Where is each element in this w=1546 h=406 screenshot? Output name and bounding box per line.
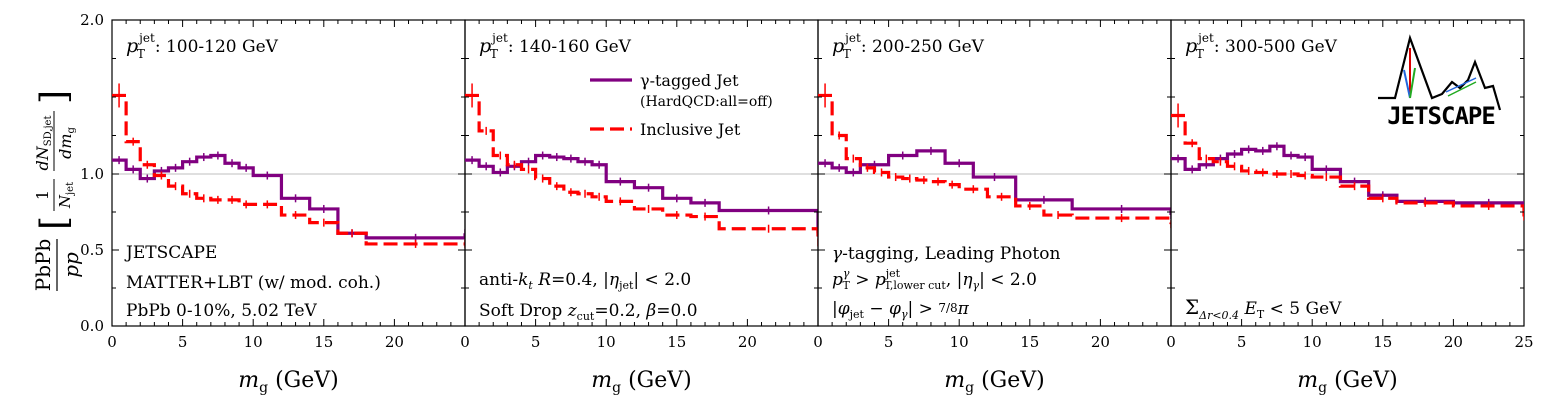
x-tick-label: 15 xyxy=(667,333,686,351)
logo-outline xyxy=(1378,34,1502,111)
y-tick-label: 2.0 xyxy=(80,11,104,29)
legend: γ-tagged Jet (HardQCD:all=off) Inclusive J… xyxy=(590,71,773,139)
y-tick-label: 0.5 xyxy=(80,241,104,259)
legend-gamma-sublabel: (HardQCD:all=off) xyxy=(640,94,773,110)
panel-note: γ-tagging, Leading Photon xyxy=(832,244,1060,264)
x-tick-label: 10 xyxy=(950,333,969,351)
gamma-tagged-jet-series xyxy=(465,153,818,234)
x-tick-label: 5 xyxy=(531,333,541,351)
x-tick-label: 20 xyxy=(1091,333,1110,351)
y-label-njet: Njet xyxy=(56,182,76,209)
logo-text: JETSCAPE xyxy=(1387,102,1495,130)
x-tick-label: 15 xyxy=(1020,333,1039,351)
logo-green-line xyxy=(1447,81,1477,97)
jetscape-logo: JETSCAPE xyxy=(1378,34,1502,130)
y-tick-label: 0.0 xyxy=(80,317,104,335)
x-axis-label: mg (GeV) xyxy=(591,368,691,396)
panel-title: pjet T: 200-250 GeV xyxy=(832,31,985,61)
panel-note: ΣΔr<0.4 ET < 5 GeV xyxy=(1185,295,1342,322)
inclusive-jet-series xyxy=(465,93,818,243)
logo-green-bar xyxy=(1409,67,1416,99)
x-axis-label: mg (GeV) xyxy=(1297,368,1397,396)
y-label-num: PbPb xyxy=(31,239,55,292)
y-tick-label: 1.0 xyxy=(80,165,104,183)
x-axis-label: mg (GeV) xyxy=(238,368,338,396)
panel-title: pjet T: 140-160 GeV xyxy=(479,31,632,61)
bracket-right: ] xyxy=(34,90,75,104)
panels: 0 5 10 15 20 mg (GeV) pjet T: 100-120 GeV JETSCA… xyxy=(107,19,1534,396)
x-tick-label: 25 xyxy=(1514,333,1533,351)
legend-inclusive-label: Inclusive Jet xyxy=(640,120,741,139)
panel-1: 0 5 10 15 20 mg (GeV) pjet T: 100-120 GeV JETSCA… xyxy=(107,19,466,396)
y-label-dm: dmg xyxy=(56,126,77,158)
plot-frame xyxy=(1170,19,1525,327)
legend-gamma-label: γ-tagged Jet xyxy=(640,71,739,90)
x-tick-label: 20 xyxy=(1444,333,1463,351)
panel-note: MATTER+LBT (w/ mod. coh.) xyxy=(126,273,381,293)
x-axis-label: mg (GeV) xyxy=(944,368,1044,396)
inclusive-jet-series xyxy=(818,93,1171,225)
y-label-den: pp xyxy=(59,252,83,278)
x-tick-label: 0 xyxy=(460,333,470,351)
panel-note: JETSCAPE xyxy=(124,243,217,263)
panel-title: pjet T: 300-500 GeV xyxy=(1185,31,1338,61)
panel-4: 0 5 10 15 20 25 mg (GeV) pjet T: 300-500 GeV ΣΔr<… xyxy=(1166,19,1534,396)
panel-note: pγ T > pjet T,lower cut, |ηγ| < 2.0 xyxy=(832,267,1037,292)
x-tick-label: 5 xyxy=(178,333,188,351)
logo-blue-line xyxy=(1445,77,1477,93)
x-tick-label: 0 xyxy=(813,333,823,351)
x-tick-label: 15 xyxy=(1373,333,1392,351)
panel-2: 0 5 10 15 20 mg (GeV) pjet T: 140-160 GeV anti-k… xyxy=(460,19,819,396)
gamma-tagged-jet-series xyxy=(1171,144,1524,205)
panel-note: Soft Drop zcut=0.2, β=0.0 xyxy=(479,301,698,323)
x-tick-label: 5 xyxy=(884,333,894,351)
y-label-one: 1 xyxy=(33,190,52,200)
y-label-dn: dNSD,jet xyxy=(33,116,54,171)
panel-note: anti-kt R=0.4, |ηjet| < 2.0 xyxy=(479,270,691,292)
x-tick-label: 15 xyxy=(314,333,333,351)
x-tick-label: 10 xyxy=(244,333,263,351)
x-tick-label: 10 xyxy=(597,333,616,351)
x-tick-label: 0 xyxy=(107,333,117,351)
x-tick-label: 5 xyxy=(1237,333,1247,351)
gamma-tagged-jet-series xyxy=(112,153,465,240)
x-tick-label: 20 xyxy=(738,333,757,351)
panel-note: PbPb 0-10%, 5.02 TeV xyxy=(126,301,318,321)
panel-3: 0 5 10 15 20 mg (GeV) pjet T: 200-250 GeV γ-tagg… xyxy=(813,19,1172,396)
x-tick-label: 0 xyxy=(1166,333,1176,351)
bracket-left: [ xyxy=(34,216,75,230)
panel-note: |φjet − φγ| > 7/8π xyxy=(832,299,970,321)
logo-blue-bar xyxy=(1403,69,1411,99)
panel-title: pjet T: 100-120 GeV xyxy=(126,31,279,61)
x-tick-label: 20 xyxy=(385,333,404,351)
gamma-tagged-jet-series xyxy=(818,149,1171,216)
x-tick-label: 10 xyxy=(1303,333,1322,351)
